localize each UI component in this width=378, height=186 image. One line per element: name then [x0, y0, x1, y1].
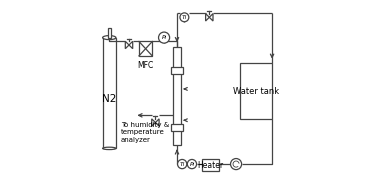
Text: To humidity &
temperature
analyzer: To humidity & temperature analyzer	[121, 122, 169, 143]
Bar	[202, 159, 218, 171]
Bar	[102, 38, 116, 148]
Text: Heater: Heater	[197, 161, 223, 170]
Bar	[174, 47, 181, 145]
Bar	[240, 63, 272, 119]
Bar	[139, 41, 152, 56]
Circle shape	[178, 159, 187, 169]
Polygon shape	[206, 14, 209, 21]
Circle shape	[158, 32, 170, 43]
Text: Ti: Ti	[180, 162, 185, 167]
Polygon shape	[209, 14, 213, 21]
Polygon shape	[129, 41, 133, 49]
Text: MFC: MFC	[138, 61, 154, 70]
Ellipse shape	[102, 36, 116, 40]
Circle shape	[187, 159, 197, 169]
Ellipse shape	[102, 147, 116, 150]
Bar	[108, 28, 111, 38]
Circle shape	[180, 13, 189, 22]
Polygon shape	[152, 119, 155, 126]
Bar	[171, 67, 183, 74]
Polygon shape	[125, 41, 129, 49]
Text: Pi: Pi	[161, 35, 167, 40]
Circle shape	[231, 158, 242, 170]
Text: N2: N2	[102, 94, 116, 104]
Text: Water tank: Water tank	[233, 87, 279, 96]
Bar	[171, 124, 183, 131]
Polygon shape	[155, 119, 159, 126]
Text: Pi: Pi	[189, 162, 195, 167]
Text: Ti: Ti	[182, 15, 187, 20]
